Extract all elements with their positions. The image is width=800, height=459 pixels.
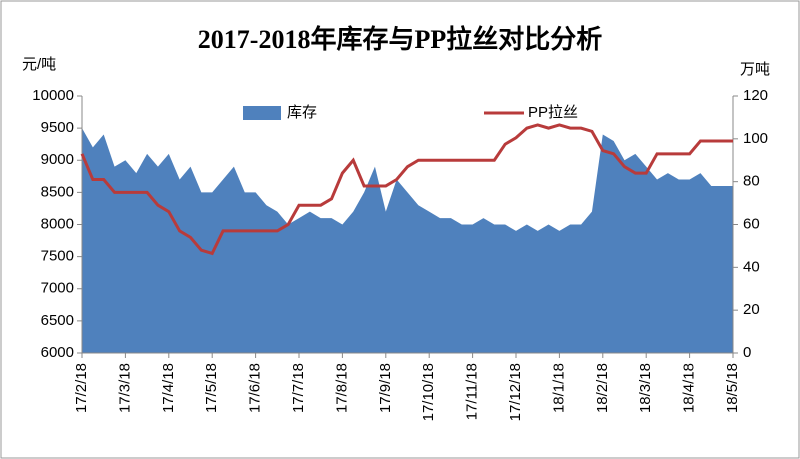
y2-tick-label: 40 bbox=[743, 258, 760, 275]
x-tick-label: 18/5/18 bbox=[724, 363, 741, 413]
x-tick-label: 17/6/18 bbox=[247, 363, 264, 413]
y2-tick-label: 60 bbox=[743, 215, 760, 232]
y2-tick-label: 0 bbox=[743, 344, 751, 361]
line bbox=[80, 123, 733, 256]
x-tick-label: 17/3/18 bbox=[116, 363, 133, 413]
legend-swatch bbox=[243, 106, 281, 120]
chart-title: 2017-2018年库存与PP拉丝对比分析 bbox=[198, 24, 602, 54]
area bbox=[82, 128, 733, 353]
x-tick-label: 17/4/18 bbox=[160, 363, 177, 413]
x-tick-label: 17/11/18 bbox=[464, 363, 481, 420]
legend-label: 库存 bbox=[287, 104, 317, 121]
y-tick-label: 6500 bbox=[41, 312, 74, 329]
y-tick-label: 7000 bbox=[41, 280, 74, 297]
y-tick-label: 9500 bbox=[41, 119, 74, 136]
y-tick-label: 8500 bbox=[41, 183, 74, 200]
x-tick-label: 17/5/18 bbox=[203, 363, 220, 413]
x-tick-label: 17/8/18 bbox=[333, 363, 350, 413]
x-tick-label: 17/9/18 bbox=[377, 363, 394, 413]
legend-label: PP拉丝 bbox=[528, 104, 578, 121]
y-tick-label: 10000 bbox=[32, 87, 74, 104]
y2-axis-label: 万吨 bbox=[740, 61, 770, 78]
x-tick-label: 17/10/18 bbox=[420, 363, 437, 421]
x-tick-label: 17/12/18 bbox=[507, 363, 524, 421]
y2-tick-label: 20 bbox=[743, 301, 760, 318]
x-tick-label: 18/3/18 bbox=[637, 363, 654, 413]
x-tick-label: 18/1/18 bbox=[550, 363, 567, 413]
x-tick-label: 18/2/18 bbox=[594, 363, 611, 413]
y-tick-label: 6000 bbox=[41, 344, 74, 361]
y-tick-label: 9000 bbox=[41, 151, 74, 168]
y2-tick-label: 120 bbox=[743, 87, 768, 104]
y2-tick-label: 80 bbox=[743, 173, 760, 190]
y-tick-label: 7500 bbox=[41, 248, 74, 265]
y-axis-label: 元/吨 bbox=[22, 56, 56, 73]
x-tick-label: 17/2/18 bbox=[73, 363, 90, 413]
y2-tick-label: 100 bbox=[743, 130, 768, 147]
y-tick-label: 8000 bbox=[41, 215, 74, 232]
x-tick-label: 18/4/18 bbox=[681, 363, 698, 413]
x-tick-label: 17/7/18 bbox=[290, 363, 307, 413]
